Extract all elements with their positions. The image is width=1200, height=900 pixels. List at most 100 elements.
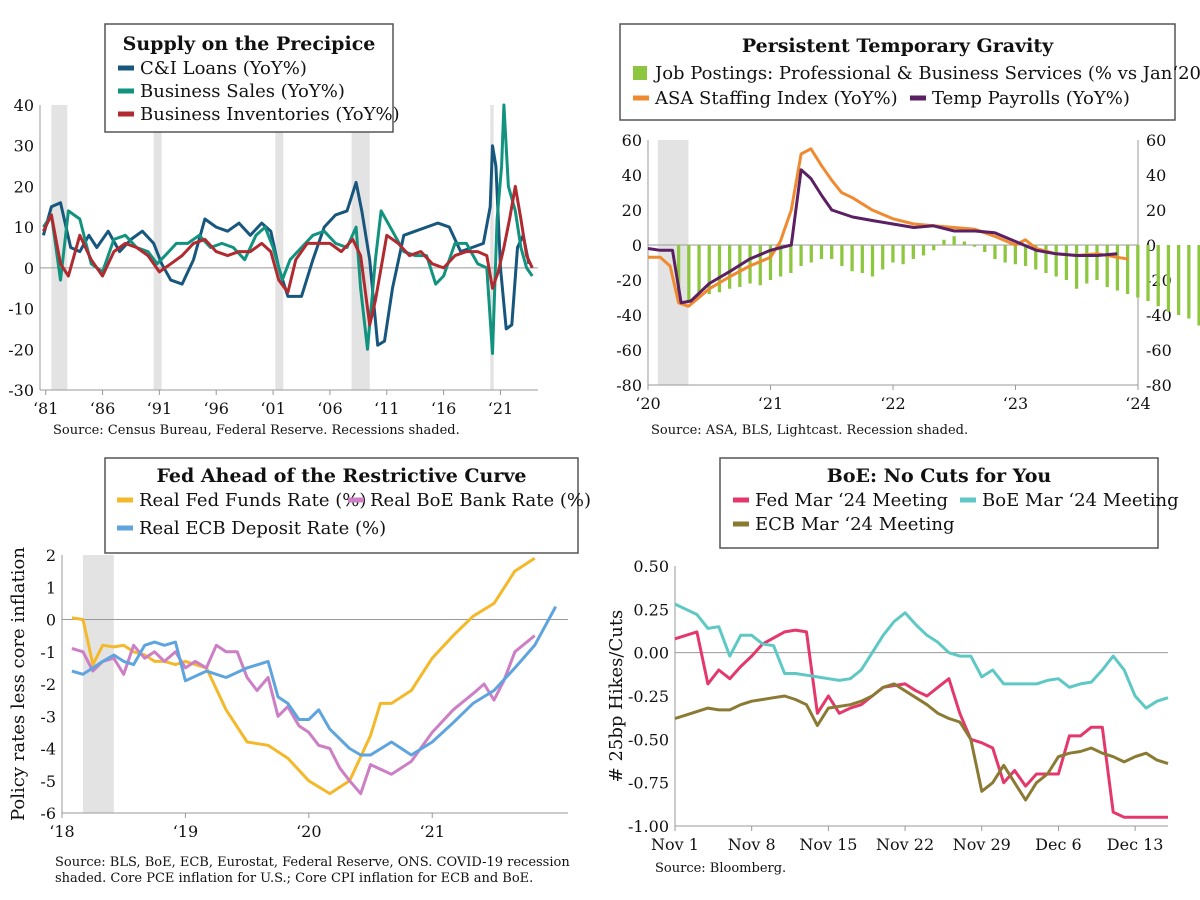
y-tick-label: 30 bbox=[14, 137, 34, 156]
legend-label: ASA Staffing Index (YoY%) bbox=[654, 88, 898, 109]
bar bbox=[809, 245, 813, 263]
chart-panel-1: -30 -20 -10 0 10 20 30 40 ‘81 ‘86 ‘91 ‘96 ‘01 ‘06 ‘11 ‘… bbox=[8, 23, 538, 438]
bar bbox=[993, 245, 997, 259]
x-tick-label: Nov 8 bbox=[728, 835, 776, 854]
legend-label: C&I Loans (YoY%) bbox=[140, 58, 307, 79]
y-tick-label: 60 bbox=[622, 131, 642, 150]
series-line-2 bbox=[674, 602, 1169, 710]
bar bbox=[1023, 245, 1028, 266]
x-tick-label: Nov 29 bbox=[953, 835, 1011, 854]
chart-panel-3: -6 -5 -4 -3 -2 -1 0 1 2 ‘18 ‘19 ‘20 ‘21 Policy rates … bbox=[8, 457, 591, 886]
y-tick-label: -80 bbox=[616, 376, 642, 395]
y-tick-label: -3 bbox=[40, 707, 56, 726]
bar bbox=[921, 245, 926, 256]
y-tick-label: 10 bbox=[14, 218, 34, 237]
x-tick-label: ‘21 bbox=[420, 822, 445, 841]
y-tick-label: -2 bbox=[40, 675, 56, 694]
bar bbox=[1044, 245, 1048, 273]
recession-band bbox=[490, 105, 494, 390]
bar bbox=[1064, 245, 1069, 280]
bar bbox=[1054, 245, 1058, 277]
bar bbox=[840, 245, 844, 266]
x-tick-label: ‘06 bbox=[317, 399, 342, 418]
bar bbox=[1136, 245, 1140, 298]
bar bbox=[707, 245, 711, 294]
y-tick-label-right: 40 bbox=[1146, 166, 1166, 185]
bar bbox=[860, 245, 864, 273]
y-tick-label: -10 bbox=[8, 300, 34, 319]
bar bbox=[728, 245, 732, 289]
y-tick-label: 40 bbox=[622, 166, 642, 185]
series-line-2 bbox=[42, 103, 534, 355]
bar bbox=[911, 245, 915, 259]
y-tick-label: -20 bbox=[8, 340, 34, 359]
legend-label: Job Postings: Professional & Business Se… bbox=[653, 63, 1200, 84]
y-tick-label: -60 bbox=[616, 341, 642, 360]
bar bbox=[1146, 245, 1150, 301]
x-tick-label: Nov 22 bbox=[876, 835, 934, 854]
bar bbox=[830, 245, 834, 259]
y-tick-label: -20 bbox=[616, 271, 642, 290]
x-tick-label: Dec 6 bbox=[1035, 835, 1082, 854]
y-tick-label: -0.75 bbox=[628, 774, 669, 793]
chart-panel-2: -80-80-60-60-40-40-20-2000202040406060‘2… bbox=[616, 23, 1200, 438]
bar bbox=[819, 245, 824, 259]
bar bbox=[932, 245, 936, 251]
bar bbox=[758, 245, 762, 286]
x-tick-label: Dec 13 bbox=[1107, 835, 1164, 854]
y-tick-label: -0.25 bbox=[628, 687, 669, 706]
bar bbox=[1074, 245, 1079, 289]
bar bbox=[676, 245, 681, 294]
legend-box bbox=[619, 23, 1176, 121]
bar bbox=[1156, 245, 1160, 307]
y-tick-label: 0.50 bbox=[633, 557, 669, 576]
bar bbox=[1095, 245, 1099, 280]
series-line-3 bbox=[674, 682, 1169, 802]
legend-label: Real ECB Deposit Rate (%) bbox=[139, 518, 386, 539]
bar bbox=[1085, 245, 1089, 284]
bar bbox=[962, 241, 966, 245]
y-tick-label: -5 bbox=[40, 772, 56, 791]
x-tick-label: Nov 1 bbox=[651, 835, 699, 854]
legend-label: Business Sales (YoY%) bbox=[140, 81, 345, 102]
bar bbox=[1003, 245, 1007, 263]
legend-box bbox=[104, 457, 579, 554]
series-line-1 bbox=[648, 147, 1129, 308]
y-tick-label-right: -80 bbox=[1146, 376, 1172, 395]
y-tick-label: 40 bbox=[14, 96, 34, 115]
recession-band bbox=[275, 105, 284, 390]
bar bbox=[687, 245, 691, 301]
x-tick-label: ‘01 bbox=[260, 399, 285, 418]
legend-label: Business Inventories (YoY%) bbox=[140, 104, 400, 125]
y-tick-label: 20 bbox=[14, 177, 34, 196]
chart-panel-4: -1.00 -0.75 -0.50 -0.25 0.00 0.25 0.50 Nov 1 Nov… bbox=[606, 457, 1179, 876]
x-tick-label: ‘23 bbox=[1003, 394, 1028, 413]
y-axis-label: Policy rates less core inflation bbox=[8, 547, 29, 821]
x-tick-label: ‘19 bbox=[173, 822, 198, 841]
source-note: shaded. Core PCE inflation for U.S.; Cor… bbox=[55, 871, 533, 886]
x-tick-label: ‘21 bbox=[488, 399, 513, 418]
y-tick-label: -6 bbox=[40, 804, 56, 823]
bar bbox=[983, 245, 987, 252]
bar bbox=[881, 245, 885, 270]
bar bbox=[1105, 245, 1109, 287]
y-tick-label: 0 bbox=[24, 259, 34, 278]
legend-label: ECB Mar ‘24 Meeting bbox=[755, 514, 955, 535]
x-tick-label: ‘11 bbox=[374, 399, 399, 418]
bar bbox=[901, 245, 905, 265]
x-tick-label: ‘81 bbox=[33, 399, 58, 418]
bar bbox=[697, 245, 701, 298]
series-line-2 bbox=[71, 634, 536, 796]
chart-title: Persistent Temporary Gravity bbox=[742, 35, 1054, 57]
x-tick-label: ‘16 bbox=[431, 399, 456, 418]
y-tick-label: -1 bbox=[40, 643, 56, 662]
bar bbox=[1177, 245, 1181, 315]
series-line-1 bbox=[71, 556, 536, 796]
source-note: Source: Census Bureau, Federal Reserve. … bbox=[53, 423, 460, 438]
x-tick-label: ‘96 bbox=[204, 399, 229, 418]
y-tick-label: 20 bbox=[622, 201, 642, 220]
y-tick-label-right: 60 bbox=[1146, 131, 1166, 150]
source-note: Source: BLS, BoE, ECB, Eurostat, Federal… bbox=[55, 855, 570, 870]
y-tick-label: -40 bbox=[616, 306, 642, 325]
